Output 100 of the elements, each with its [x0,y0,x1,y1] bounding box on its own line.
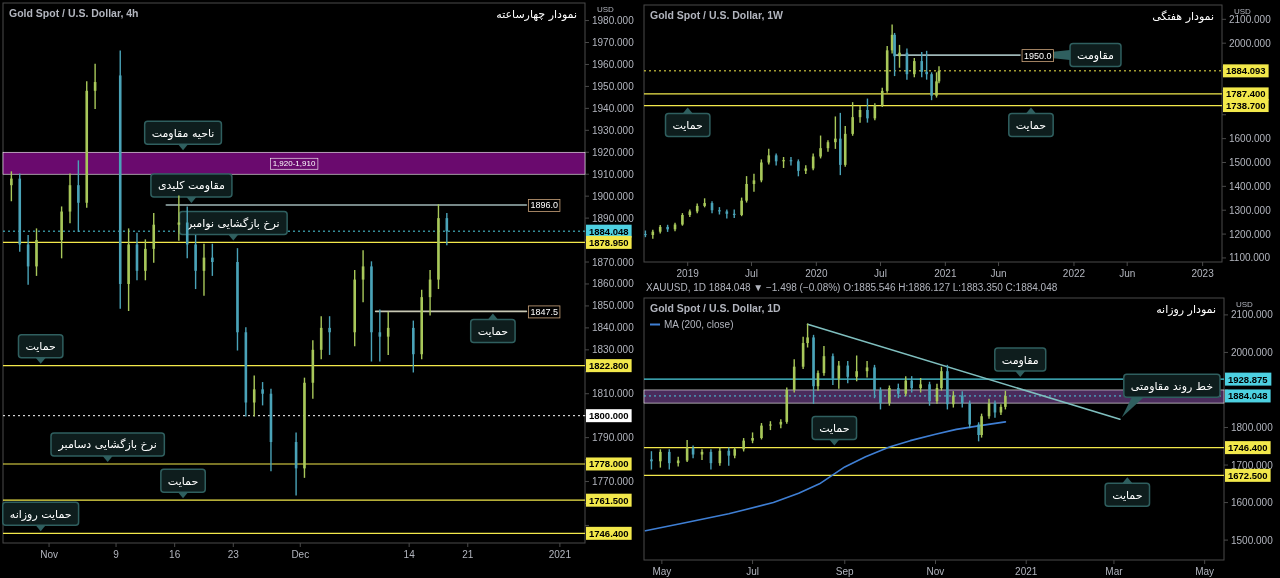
candlestick [846,361,850,384]
ref-line-label: 1746.400 [589,527,629,539]
candlestick [211,243,214,276]
ref-line-label: 1884.048 [589,225,629,237]
candlestick [925,50,928,80]
y-tick-label: 2100.000 [1231,309,1274,321]
annotation: ناحیه مقاومت [151,126,215,140]
ref-line-label: 1884.048 [1228,390,1268,402]
x-tick-label: 16 [169,549,181,560]
annotation: نرخ بازگشایی دسامبر [57,438,157,452]
candlestick [1004,390,1007,410]
candlestick [236,248,239,351]
x-tick-label: 2021 [934,268,957,279]
chart-title: Gold Spot / U.S. Dollar, 4h [9,7,139,19]
candlestick [77,160,80,232]
y-tick-label: 1100.000 [1229,252,1271,264]
candlestick [144,239,147,281]
candlestick [819,135,822,159]
candlestick [797,159,800,177]
x-tick-label: 9 [113,549,120,560]
candlestick [252,375,256,417]
candlestick [10,171,13,202]
ref-line-label: 1787.400 [1226,88,1266,100]
y-tick-label: 1830.000 [592,344,635,356]
candlestick [893,32,896,77]
x-tick-label: Jul [745,268,758,279]
x-tick-label: 21 [462,549,474,560]
legend-label: MA (200, close) [664,319,734,330]
y-tick-label: 2000.000 [1231,346,1274,358]
candlestick [35,228,38,276]
candlestick [851,102,854,136]
annotation: حمایت [1015,119,1047,133]
y-tick-label: 1500.000 [1229,156,1272,168]
annotation: مقاومت کلیدی [157,179,225,193]
y-axis-title: USD [1234,7,1252,16]
annotation: حمایت [25,340,56,354]
y-tick-label: 1870.000 [592,256,635,268]
x-tick-label: 14 [403,549,416,560]
text: نمودار هفتگی [1152,10,1214,23]
candlestick [378,309,382,362]
annotation: حمایت [819,422,850,436]
ref-line-label: 1878.950 [589,236,629,248]
ref-line-label: 1928.875 [1228,373,1269,385]
candlestick [328,316,331,355]
annotation: حمایت [672,119,703,133]
candlestick [745,176,748,203]
candlestick [681,213,684,226]
text: نمودار چهارساعته [496,8,577,21]
candlestick [940,366,943,391]
y-tick-label: 1840.000 [592,322,635,334]
y-tick-label: 1960.000 [592,58,635,70]
ref-line-label: 1738.700 [1226,100,1266,112]
x-tick-label: 2021 [1015,566,1038,577]
y-tick-label: 1300.000 [1229,204,1272,216]
x-tick-label: Nov [40,549,58,560]
text: نمودار روزانه [1156,303,1216,316]
candlestick [898,44,901,68]
candlestick [977,422,980,442]
y-tick-label: 1700.000 [1231,459,1274,471]
candlestick [792,359,796,393]
candlestick [742,438,745,452]
line-series [644,421,1007,532]
x-tick-label: 2022 [1062,268,1086,279]
candlestick [659,449,662,468]
candlestick [437,204,440,290]
candlestick [185,206,189,259]
text: XAUUSD, 1D 1884.048 ▼ −1.498 (−0.08%) O:1885.546 H:1886.127 L:1883.350 C:1884.048 [646,282,1058,293]
y-tick-label: 1850.000 [592,300,635,312]
candlestick [913,57,916,78]
candlestick [370,261,373,362]
x-tick-label: 2021 [548,549,572,560]
candlestick [760,423,763,440]
x-tick-label: Jul [746,566,759,577]
chart-title: Gold Spot / U.S. Dollar, 1W [650,9,784,21]
series-label: 1950.0 [1024,50,1052,61]
y-axis-title: USD [597,5,615,14]
candlestick [873,364,876,399]
ref-line-label: 1761.500 [589,494,629,506]
y-tick-label: 1930.000 [592,124,635,136]
candlestick [782,157,785,168]
x-tick-label: May [1195,566,1215,577]
candlestick [930,72,933,101]
candlestick [920,52,924,78]
y-tick-label: 2000.000 [1229,37,1272,49]
candlestick [812,334,815,404]
x-tick-label: Jun [990,268,1007,279]
chart-title: Gold Spot / U.S. Dollar, 1D [650,302,782,314]
x-tick-label: Dec [291,549,310,560]
candlestick [952,391,955,408]
series-label: 1847.5 [530,306,558,317]
annotation: حمایت [1112,488,1143,502]
x-tick-label: 23 [227,549,240,560]
candlestick [946,364,949,410]
candlestick [980,413,983,438]
y-tick-label: 1790.000 [592,432,635,444]
ref-line-label: 1884.093 [1226,65,1266,77]
y-tick-label: 1200.000 [1229,228,1272,240]
candlestick [769,421,772,431]
candlestick [718,207,721,215]
x-tick-label: Nov [926,566,945,577]
